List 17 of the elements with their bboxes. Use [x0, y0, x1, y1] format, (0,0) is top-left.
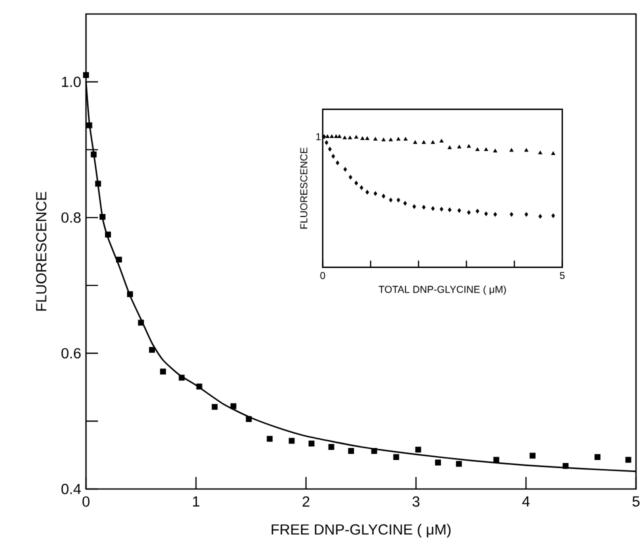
- x-tick-label: 0: [320, 272, 326, 280]
- x-axis-title: FREE DNP-GLYCINE ( μM): [272, 524, 451, 538]
- x-tick-label: 3: [412, 496, 420, 507]
- x-tick-label: 4: [522, 496, 530, 506]
- y-tick-label: 0.4: [61, 484, 81, 494]
- x-tick-label: 5: [560, 272, 565, 279]
- x-tick-label: 5: [632, 496, 640, 507]
- y-tick-label: 1.0: [62, 76, 81, 88]
- x-tick-label: 0: [82, 496, 90, 507]
- annotation: 1: [316, 133, 321, 140]
- y-axis-title: FLUORESCENCE: [36, 192, 46, 311]
- x-tick-label: 1: [193, 496, 200, 506]
- y-tick-label: 0.6: [61, 348, 81, 358]
- x-tick-label: 2: [302, 496, 310, 507]
- x-axis-title: TOTAL DNP-GLYCINE ( μM): [378, 286, 506, 295]
- y-axis-title: FLUORESCENCE: [300, 148, 308, 229]
- y-tick-label: 0.8: [61, 212, 81, 223]
